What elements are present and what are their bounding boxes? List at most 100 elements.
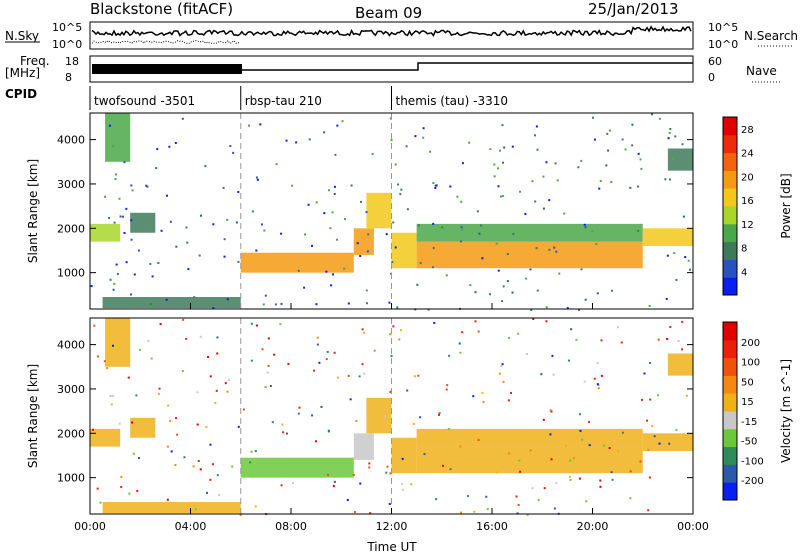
colorbar-swatch: [723, 393, 737, 412]
scatter-point: [556, 179, 559, 182]
freq-unit-label: [MHz]: [5, 66, 40, 80]
scatter-point: [214, 402, 217, 405]
scatter-point: [657, 394, 660, 397]
scatter-point: [540, 373, 543, 376]
scatter-point: [435, 498, 438, 501]
scatter-point: [125, 261, 128, 264]
colorbar-swatch: [723, 428, 737, 448]
scatter-point: [359, 482, 362, 485]
colorbar-frame: [722, 116, 738, 296]
scatter-point: [681, 348, 684, 351]
scatter-point: [206, 355, 209, 358]
scatter-point: [658, 442, 661, 445]
scatter-point: [118, 197, 121, 200]
scatter-point: [405, 145, 408, 148]
scatter-point: [631, 144, 634, 147]
data-band: [642, 433, 693, 452]
scatter-point: [549, 409, 552, 412]
scatter-point: [359, 254, 362, 257]
scatter-point: [327, 429, 330, 432]
colorbar-tick-label: 8: [741, 244, 747, 255]
scatter-point: [668, 442, 671, 445]
scatter-point: [651, 113, 654, 116]
scatter-point: [461, 162, 464, 165]
scatter-point: [335, 238, 338, 241]
scatter-point: [605, 164, 608, 167]
scatter-point: [198, 254, 201, 257]
scatter-point: [209, 375, 212, 378]
scatter-point: [271, 421, 274, 424]
scatter-point: [610, 471, 613, 474]
scatter-point: [199, 214, 202, 217]
scatter-point: [569, 459, 572, 462]
data-band: [90, 428, 121, 447]
scatter-point: [341, 120, 344, 123]
scatter-point: [239, 513, 242, 516]
scatter-point: [595, 243, 598, 246]
scatter-point: [501, 300, 504, 303]
scatter-point: [640, 167, 643, 170]
scatter-point: [646, 419, 649, 422]
scatter-point: [482, 400, 485, 403]
scatter-point: [460, 200, 463, 203]
scatter-point: [165, 194, 168, 197]
scatter-point: [473, 510, 476, 513]
scatter-point: [584, 298, 587, 301]
scatter-point: [361, 363, 364, 366]
colorbar-tick-label: 200: [741, 338, 760, 349]
scatter-point: [681, 143, 684, 146]
scatter-point: [467, 495, 470, 498]
scatter-point: [401, 483, 404, 486]
scatter-point: [148, 225, 151, 228]
scatter-point: [525, 277, 528, 280]
y-tick-label: 2000: [57, 427, 85, 440]
scatter-point: [552, 373, 555, 376]
scatter-point: [489, 148, 492, 151]
scatter-point: [502, 285, 505, 288]
scatter-point: [269, 385, 272, 388]
freq-bottom-tick: 8: [65, 71, 72, 84]
data-band: [90, 223, 121, 242]
colorbar-tick-label: 4: [741, 267, 747, 278]
colorbar-tick-label: 100: [741, 358, 760, 369]
scatter-point: [587, 420, 590, 423]
nsearch-label: N.Search: [744, 29, 798, 43]
scatter-point: [297, 412, 300, 415]
scatter-point: [515, 495, 518, 498]
y-axis-label: Slant Range [km]: [26, 364, 40, 468]
scatter-point: [174, 464, 177, 467]
scatter-point: [399, 193, 402, 196]
scatter-point: [414, 135, 417, 138]
scatter-point: [156, 148, 159, 151]
colorbar-swatch: [723, 277, 737, 296]
scatter-point: [326, 350, 329, 353]
scatter-point: [497, 269, 500, 272]
scatter-point: [137, 249, 140, 252]
nsky-top-tick: 10^5: [52, 21, 82, 34]
scatter-point: [108, 124, 111, 127]
scatter-point: [481, 257, 484, 260]
scatter-point: [369, 512, 372, 515]
scatter-point: [275, 163, 278, 166]
scatter-point: [460, 511, 463, 514]
scatter-point: [616, 326, 619, 329]
scatter-point: [675, 428, 678, 431]
cpid-segment-label: twofsound -3501: [94, 94, 195, 108]
scatter-point: [211, 463, 214, 466]
scatter-point: [229, 145, 232, 148]
scatter-point: [526, 513, 529, 516]
scatter-point: [118, 422, 121, 425]
scatter-point: [474, 291, 477, 294]
scatter-point: [237, 190, 240, 193]
colorbar-tick-label: 20: [741, 172, 754, 183]
colorbar: 4 8 12 16 20 24 28 Power [dB]: [722, 116, 793, 296]
scatter-point: [461, 331, 464, 334]
scatter-point: [431, 266, 434, 269]
scatter-point: [295, 141, 298, 144]
scatter-point: [593, 138, 596, 141]
scatter-point: [593, 377, 596, 380]
colorbar-swatch: [723, 411, 737, 430]
scatter-point: [401, 488, 404, 491]
scatter-point: [125, 207, 128, 210]
scatter-point: [123, 161, 126, 164]
